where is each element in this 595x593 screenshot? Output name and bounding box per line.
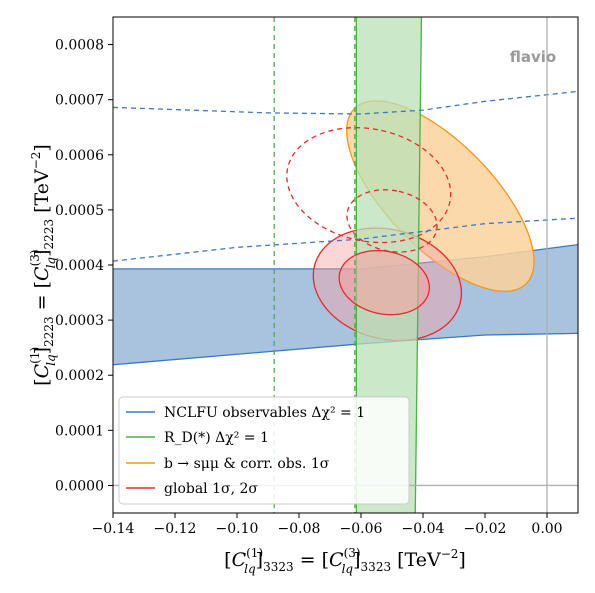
x-tick-label: −0.14	[92, 521, 135, 537]
y-axis-label: [C(1) lq]2223 = [C(3) lq]2223 [TeV−2]	[28, 144, 58, 386]
axis-ticks: −0.14 −0.12 −0.10 −0.08 −0.06 −0.04 −0.02 0.000…	[55, 38, 563, 537]
y-tick-label: 0.0002	[55, 368, 104, 384]
x-tick-label: −0.04	[402, 521, 445, 537]
brand-label: flavio	[510, 48, 556, 66]
y-tick-label: 0.0005	[55, 203, 104, 219]
y-tick-label: 0.0001	[55, 423, 104, 439]
nclfu-dashed-upper	[113, 90, 578, 115]
svg-text:[C(1)lq]2223 = [C(3)lq]2223 [T: [C(1) lq]2223 = [C(3) lq]2223 [TeV−2]	[28, 144, 58, 386]
x-tick-label: −0.08	[278, 521, 321, 537]
legend-label-rd: R_D(*) Δχ² = 1	[164, 430, 269, 446]
nclfu-dashed-lower	[113, 217, 578, 262]
legend: NCLFU observables Δχ² = 1 R_D(*) Δχ² = 1…	[118, 396, 410, 505]
legend-box	[118, 396, 410, 505]
legend-label-bsmumu: b → sμμ & corr. obs. 1σ	[164, 456, 330, 472]
nclfu-band-lower	[113, 332, 578, 366]
global-2sigma-dashed	[286, 126, 452, 244]
global-1sigma-ellipse	[338, 249, 430, 316]
legend-label-nclfu: NCLFU observables Δχ² = 1	[164, 405, 365, 421]
y-tick-label: 0.0000	[55, 478, 104, 494]
legend-label-global: global 1σ, 2σ	[164, 481, 258, 497]
y-tick-label: 0.0008	[55, 38, 104, 54]
y-tick-label: 0.0004	[55, 258, 104, 274]
y-tick-label: 0.0003	[55, 313, 104, 329]
x-tick-label: −0.02	[464, 521, 507, 537]
x-tick-label: −0.06	[340, 521, 383, 537]
y-tick-label: 0.0006	[55, 148, 104, 164]
svg-text:[C(1)lq]3323 = [C(3)lq]3323 [T: [C(1) lq]3323 = [C(3) lq]3323 [TeV−2]	[224, 546, 466, 576]
x-tick-label: −0.12	[154, 521, 197, 537]
x-axis-label: [C(1) lq]3323 = [C(3) lq]3323 [TeV−2]	[224, 546, 466, 576]
global-1sigma-dashed	[346, 189, 438, 253]
x-tick-label: 0.00	[531, 521, 562, 537]
x-tick-label: −0.10	[216, 521, 259, 537]
y-tick-label: 0.0007	[55, 93, 104, 109]
